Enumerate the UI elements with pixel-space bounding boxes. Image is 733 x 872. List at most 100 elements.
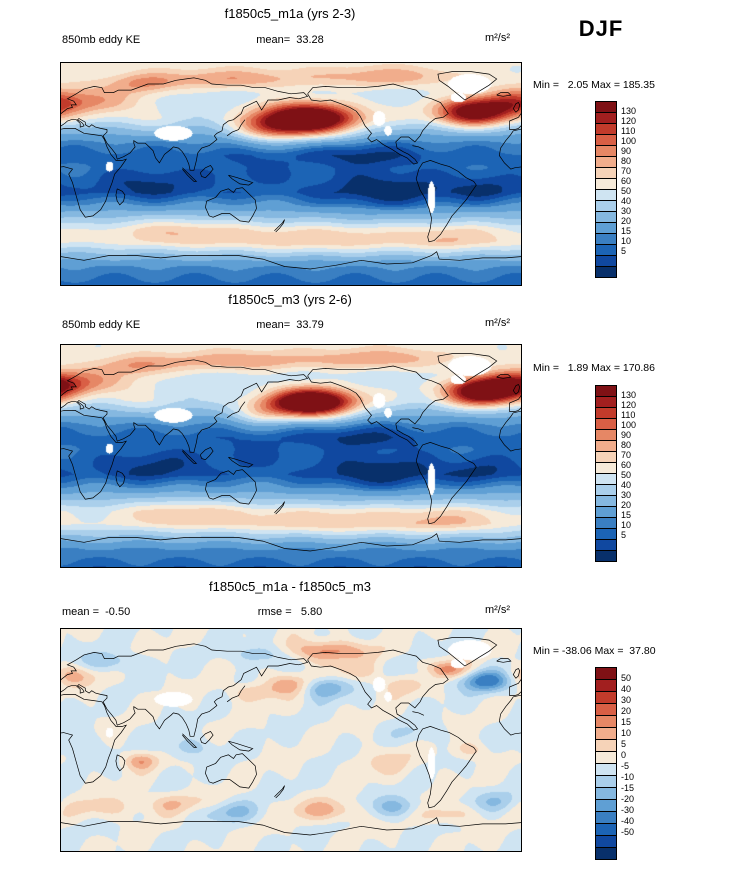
coastlines-overlay xyxy=(61,71,521,270)
colorbar-cell xyxy=(596,529,616,540)
colorbar-tick-label: 40 xyxy=(621,684,632,694)
coastlines-overlay xyxy=(61,637,521,836)
colorbar-tick-label: 15 xyxy=(621,717,632,727)
colorbar-cell xyxy=(596,668,616,680)
map-panel3-field xyxy=(61,629,521,851)
colorbar-tick-label: 30 xyxy=(621,695,632,705)
colorbar-tick-label: 20 xyxy=(621,706,632,716)
colorbar-cell xyxy=(596,836,616,848)
colorbar-panel1: 130 120 110 100 90 80 70 60 50 40 30 20 15 10 5 xyxy=(595,101,636,278)
colorbar-tick-label: -15 xyxy=(621,783,635,793)
panel2-title: f1850c5_m3 (yrs 2-6) xyxy=(228,292,352,307)
colorbar-cell xyxy=(596,764,616,776)
colorbar-tick-label: 130 xyxy=(621,106,637,116)
colorbar-tick-label: 60 xyxy=(621,460,632,470)
colorbar-tick-label: 0 xyxy=(621,750,627,760)
panel3-units-label: m²/s² xyxy=(484,604,510,616)
colorbar-tick-label: -5 xyxy=(621,761,630,771)
colorbar-cell xyxy=(596,245,616,256)
colorbar-tick-label: 50 xyxy=(621,470,632,480)
colorbar-tick-label: 90 xyxy=(621,430,632,440)
colorbar-cell xyxy=(596,518,616,529)
panel2-variable-label: 850mb eddy KE xyxy=(62,319,141,331)
colorbar-cell xyxy=(596,692,616,704)
colorbar-cell xyxy=(596,386,616,397)
colorbar-tick-label: 40 xyxy=(621,480,632,490)
colorbar-cell xyxy=(596,146,616,157)
colorbar-tick-label: 80 xyxy=(621,440,632,450)
colorbar-tick-label: 70 xyxy=(621,166,632,176)
colorbar-cell xyxy=(596,812,616,824)
colorbar-tick-label: 10 xyxy=(621,520,632,530)
colorbar-cell xyxy=(596,728,616,740)
panel1-variable-label: 850mb eddy KE xyxy=(62,34,141,46)
colorbar-tick-label: 110 xyxy=(621,410,636,420)
colorbar-cell xyxy=(596,267,616,277)
colorbar-cell xyxy=(596,551,616,561)
colorbar-cell xyxy=(596,397,616,408)
colorbar-tick-label: -10 xyxy=(621,772,635,782)
colorbar-cell xyxy=(596,190,616,201)
colorbar-cell xyxy=(596,452,616,463)
colorbar-cell xyxy=(596,201,616,212)
colorbar-tick-label: 15 xyxy=(621,510,632,520)
colorbar-cell xyxy=(596,102,616,113)
map-panel2-field xyxy=(61,345,521,567)
colorbar-cell xyxy=(596,788,616,800)
colorbar-tick-label: 50 xyxy=(621,673,632,683)
panel2-mean-label: mean= 33.79 xyxy=(256,319,324,331)
colorbar-cell xyxy=(596,800,616,812)
colorbar-cell xyxy=(596,234,616,245)
colorbar-cell xyxy=(596,419,616,430)
panel3-title: f1850c5_m1a - f1850c5_m3 xyxy=(209,579,371,594)
colorbar-tick-label: 40 xyxy=(621,196,632,206)
colorbar-cell xyxy=(596,507,616,518)
panel3-mean-label: mean = -0.50 xyxy=(62,606,131,618)
colorbar-tick-label: -50 xyxy=(621,827,635,837)
colorbar-cell xyxy=(596,474,616,485)
colorbar-cell xyxy=(596,212,616,223)
colorbar-tick-label: 30 xyxy=(621,206,632,216)
colorbar-cell xyxy=(596,848,616,859)
colorbar-cell xyxy=(596,124,616,135)
colorbar-tick-label: 120 xyxy=(621,116,637,126)
colorbar-cells xyxy=(595,101,617,278)
colorbar-panel2: 130 120 110 100 90 80 70 60 50 40 30 20 15 10 5 xyxy=(595,385,636,562)
colorbar-tick-label: 10 xyxy=(621,728,632,738)
colorbar-cell xyxy=(596,704,616,716)
colorbar-cell xyxy=(596,157,616,168)
panel1-title: f1850c5_m1a (yrs 2-3) xyxy=(224,6,356,21)
colorbar-tick-label: 15 xyxy=(621,226,632,236)
colorbar-tick-label: 100 xyxy=(621,136,637,146)
coastline-path xyxy=(61,637,521,836)
panel1-mean-label: mean= 33.28 xyxy=(256,34,324,46)
colorbar-panel3: 50 40 30 20 15 10 5 0 -5 -10 -15 -20 -30 -40 -50 xyxy=(595,667,634,860)
map-panel3 xyxy=(60,628,522,852)
map-panel2 xyxy=(60,344,522,568)
colorbar-tick-label: 100 xyxy=(621,420,637,430)
colorbar-cells xyxy=(595,667,617,860)
colorbar-tick-label: 30 xyxy=(621,490,632,500)
panel2-minmax: Min = 1.89 Max = 170.86 xyxy=(533,362,655,374)
colorbar-cells xyxy=(595,385,617,562)
colorbar-cell xyxy=(596,135,616,146)
colorbar-cell xyxy=(596,776,616,788)
panel1-units-label: m²/s² xyxy=(484,32,510,44)
colorbar-tick-label: 70 xyxy=(621,450,632,460)
colorbar-cell xyxy=(596,740,616,752)
colorbar-tick-label: 120 xyxy=(621,400,637,410)
colorbar-tick-label: 130 xyxy=(621,390,637,400)
colorbar-cell xyxy=(596,752,616,764)
panel3-rmse-label: rmse = 5.80 xyxy=(257,606,323,618)
panel3-minmax: Min = -38.06 Max = 37.80 xyxy=(533,645,656,657)
colorbar-cell xyxy=(596,716,616,728)
colorbar-tick-label: 20 xyxy=(621,500,632,510)
colorbar-cell xyxy=(596,496,616,507)
coastline-path xyxy=(61,353,521,552)
panel2-units-label: m²/s² xyxy=(484,317,510,329)
colorbar-tick-label: 5 xyxy=(621,739,627,749)
colorbar-tick-label: 90 xyxy=(621,146,632,156)
colorbar-cell xyxy=(596,824,616,836)
panel1-minmax: Min = 2.05 Max = 185.35 xyxy=(533,79,655,91)
